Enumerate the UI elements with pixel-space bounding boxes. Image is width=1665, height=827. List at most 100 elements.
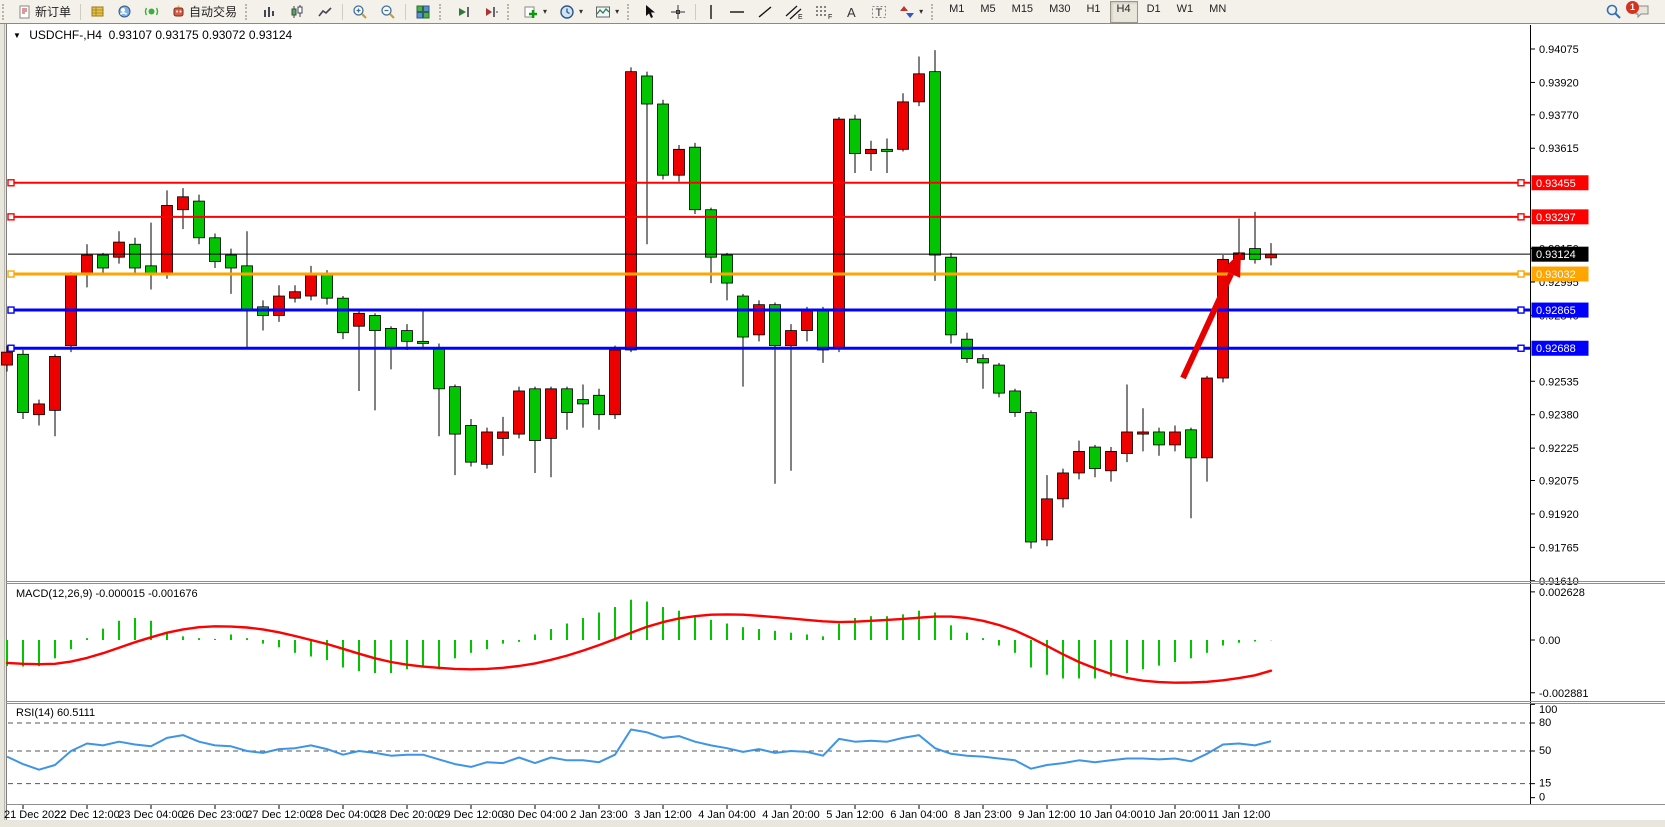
ohlc-low: 0.93072: [202, 28, 246, 42]
tile-windows-button[interactable]: [410, 1, 436, 23]
arrow-shaft[interactable]: [1180, 272, 1234, 380]
zoom-out-button[interactable]: [375, 1, 401, 23]
timeframe-button-w1[interactable]: W1: [1176, 2, 1194, 15]
line-endpoint-marker[interactable]: [1517, 179, 1525, 187]
price-tick-label: 0.93615: [1539, 143, 1579, 155]
price-tick-label: 0.93920: [1539, 77, 1579, 89]
candle: [33, 403, 45, 416]
timeframe-button-d1[interactable]: D1: [1146, 2, 1161, 15]
candle: [785, 330, 797, 347]
toolbar-grip[interactable]: [627, 3, 633, 20]
text-label-tool-button[interactable]: T: [866, 1, 892, 23]
price-tick-label: 0.92535: [1539, 376, 1579, 388]
annotation-arrow[interactable]: [1180, 252, 1241, 380]
toolbar-grip[interactable]: [439, 3, 445, 20]
new-order-icon: [19, 5, 30, 18]
line-endpoint-marker[interactable]: [1517, 270, 1525, 278]
new-order-button[interactable]: 新订单: [13, 1, 76, 23]
chart-shift-button[interactable]: [478, 1, 504, 23]
market-watch-icon: [91, 6, 104, 17]
line-endpoint-marker[interactable]: [7, 270, 15, 278]
bar-chart-icon: [264, 6, 275, 17]
timeframe-button-m15[interactable]: M15: [1011, 2, 1034, 15]
candlestick-chart-button[interactable]: [284, 1, 310, 23]
line-endpoint-marker[interactable]: [7, 179, 15, 187]
candle: [993, 364, 1005, 394]
candle: [721, 254, 733, 284]
dropdown-caret-icon[interactable]: ▾: [919, 7, 924, 16]
toolbar-grip[interactable]: [507, 3, 513, 20]
candle: [465, 425, 477, 463]
line-endpoint-marker[interactable]: [1517, 213, 1525, 221]
price-label-text: 0.93455: [1536, 178, 1576, 190]
candle: [81, 254, 93, 275]
periods-button[interactable]: ▾: [554, 1, 588, 23]
candle: [385, 327, 397, 349]
auto-scroll-button[interactable]: [450, 1, 476, 23]
macd-tick-label: 0.00: [1539, 635, 1560, 647]
line-endpoint-marker[interactable]: [7, 213, 15, 221]
line-endpoint-marker[interactable]: [1517, 306, 1525, 314]
dropdown-caret-icon[interactable]: ▾: [543, 7, 548, 16]
candle: [1153, 431, 1165, 446]
timeframe-button-m30[interactable]: M30: [1049, 2, 1071, 15]
macd-label: MACD(12,26,9) -0.000015 -0.001676: [16, 588, 198, 600]
dropdown-caret-icon[interactable]: ▾: [615, 7, 620, 16]
navigator-button[interactable]: [112, 1, 137, 23]
line-chart-icon: [318, 6, 332, 16]
candle: [1089, 446, 1101, 470]
crosshair-tool-button[interactable]: [665, 1, 691, 23]
candle: [865, 148, 877, 155]
indicators-button[interactable]: ▾: [518, 1, 552, 23]
symbol-dropdown-icon[interactable]: ▼: [13, 31, 21, 40]
price-label-text: 0.92865: [1536, 305, 1576, 317]
candle: [593, 394, 605, 416]
fibonacci-icon: F: [816, 6, 832, 20]
ohlc-open: 0.93107: [108, 28, 152, 42]
line-endpoint-marker[interactable]: [7, 344, 15, 352]
autotrading-button[interactable]: 自动交易: [166, 1, 242, 23]
dropdown-caret-icon[interactable]: ▾: [579, 7, 584, 16]
search-button[interactable]: [1600, 1, 1627, 23]
arrows-tool-button[interactable]: ▾: [894, 1, 928, 23]
arrow-head[interactable]: [1221, 252, 1241, 278]
candle: [1009, 390, 1021, 413]
price-label-box: [1531, 266, 1589, 282]
line-endpoint-marker[interactable]: [1517, 344, 1525, 352]
candle: [353, 312, 365, 327]
candle: [753, 304, 765, 336]
rsi-line: [6, 728, 1272, 771]
candle: [225, 254, 237, 269]
toolbar-grip[interactable]: [2, 3, 8, 20]
timeframe-button-m1[interactable]: M1: [949, 2, 965, 15]
trendline-tool-button[interactable]: [752, 1, 778, 23]
market-watch-button[interactable]: [85, 1, 110, 23]
templates-button[interactable]: ▾: [590, 1, 624, 23]
equidistant-channel-tool-button[interactable]: E: [780, 1, 808, 23]
text-icon: A: [847, 5, 856, 20]
ohlc-close: 0.93124: [248, 28, 293, 42]
horizontal-line-tool-button[interactable]: [724, 1, 750, 23]
timeframe-button-mn[interactable]: MN: [1209, 2, 1227, 15]
line-endpoint-marker[interactable]: [7, 306, 15, 314]
toolbar-grip[interactable]: [245, 3, 251, 20]
time-tick-label: 10 Jan 04:00: [1079, 809, 1143, 821]
text-tool-button[interactable]: A: [840, 1, 864, 23]
toolbar-grip[interactable]: [931, 3, 937, 20]
candle: [321, 274, 333, 299]
price-tick-label: 0.94075: [1539, 44, 1579, 56]
timeframe-button-h1[interactable]: H1: [1086, 2, 1101, 15]
cursor-tool-button[interactable]: [638, 1, 663, 23]
notifications-button[interactable]: 1: [1626, 1, 1657, 23]
timeframe-button-h4[interactable]: H4: [1109, 0, 1138, 23]
zoom-in-button[interactable]: [347, 1, 373, 23]
fibonacci-tool-button[interactable]: F: [810, 1, 838, 23]
signal-button[interactable]: [139, 1, 164, 23]
line-chart-button[interactable]: [312, 1, 338, 23]
timeframe-button-m5[interactable]: M5: [980, 2, 996, 15]
arrows-icon: [900, 5, 915, 18]
vertical-line-tool-button[interactable]: [700, 1, 722, 23]
bar-chart-button[interactable]: [256, 1, 282, 23]
